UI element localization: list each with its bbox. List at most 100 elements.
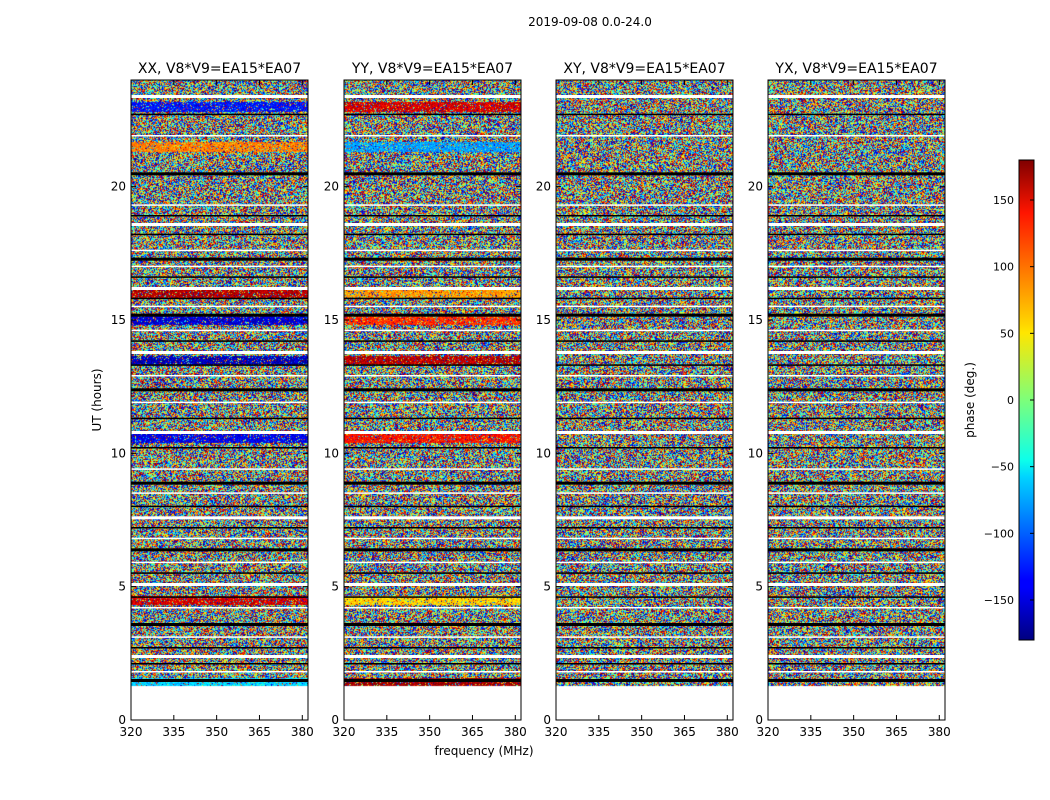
x-tick-label: 380: [928, 725, 951, 739]
flag-gap: [344, 135, 521, 137]
flag-gap: [556, 527, 733, 529]
y-tick-label: 10: [748, 446, 763, 460]
x-tick-label: 350: [630, 725, 653, 739]
phase-image: [768, 80, 945, 720]
flag-gap: [768, 351, 945, 354]
flag-gap: [344, 265, 521, 268]
flag-gap: [344, 431, 521, 434]
flag-gap: [556, 548, 733, 552]
flag-gap: [556, 636, 733, 638]
x-tick-label: 335: [587, 725, 610, 739]
flag-gap: [344, 537, 521, 540]
flag-gap: [556, 596, 733, 598]
flag-gap: [344, 636, 521, 638]
panel-frame: [130, 79, 309, 721]
flag-gap: [768, 297, 945, 300]
flag-gap: [344, 468, 521, 470]
flag-gap: [556, 516, 733, 520]
flag-gap: [344, 276, 521, 278]
panel-4: YX, V8*V9=EA15*EA07 320 335 350 365 380 0 5 10 15…: [748, 61, 951, 739]
flag-gap: [131, 297, 308, 300]
flag-gap: [768, 481, 945, 485]
panel-2: YY, V8*V9=EA15*EA07 320 335 350 365 380 0 5 10 15…: [324, 61, 527, 739]
flag-gap: [768, 492, 945, 494]
flag-gap: [768, 113, 945, 116]
flag-gap: [131, 447, 308, 449]
flag-gap: [556, 647, 733, 649]
colorbar-label: phase (deg.): [963, 362, 977, 438]
flag-gap: [344, 655, 521, 658]
flag-gap: [344, 623, 521, 626]
flag-gap: [344, 679, 521, 682]
flag-gap: [768, 623, 945, 626]
flag-gap: [556, 537, 733, 540]
x-tick-label: 320: [757, 725, 780, 739]
flag-gap: [344, 492, 521, 494]
flag-gap: [768, 468, 945, 470]
panel-title: YX, V8*V9=EA15*EA07: [774, 61, 937, 77]
flag-gap: [131, 655, 308, 658]
flag-gap: [344, 313, 521, 317]
flag-gap: [556, 340, 733, 342]
flag-gap: [344, 401, 521, 404]
flag-gap: [556, 447, 733, 449]
flag-gap: [344, 340, 521, 342]
flag-gap: [131, 671, 308, 673]
flag-gap: [131, 492, 308, 494]
flag-gap: [131, 481, 308, 485]
colorbar-tick-label: 50: [1000, 327, 1014, 340]
flag-gap: [556, 276, 733, 278]
flag-gap: [556, 265, 733, 268]
flag-gap: [556, 663, 733, 665]
flag-gap: [556, 233, 733, 236]
flag-gap: [131, 431, 308, 434]
flag-gap: [344, 297, 521, 300]
flag-gap: [131, 223, 308, 226]
flag-gap: [556, 679, 733, 682]
flag-gap: [556, 505, 733, 508]
flag-gap: [768, 537, 945, 540]
flag-gap: [344, 375, 521, 377]
flag-gap: [556, 375, 733, 377]
y-tick-label: 15: [111, 313, 126, 327]
flag-gap: [344, 647, 521, 649]
flag-gap: [344, 671, 521, 673]
flag-gap: [768, 257, 945, 261]
flag-gap: [768, 527, 945, 529]
y-tick-label: 10: [324, 446, 339, 460]
flag-gap: [768, 265, 945, 268]
phase-image: [344, 80, 521, 720]
flag-gap: [768, 401, 945, 404]
flag-gap: [768, 607, 945, 609]
flag-gap: [556, 95, 733, 98]
flag-gap: [556, 223, 733, 226]
figure-suptitle: 2019-09-08 0.0-24.0: [528, 15, 652, 29]
flag-gap: [556, 671, 733, 673]
flag-gap: [768, 671, 945, 673]
flag-gap: [344, 329, 521, 332]
flag-gap: [556, 204, 733, 206]
flag-gap: [131, 516, 308, 520]
panel-title: XX, V8*V9=EA15*EA07: [138, 61, 301, 77]
flag-gap: [344, 351, 521, 354]
flag-gap: [768, 655, 945, 658]
flag-gap: [768, 172, 945, 176]
flag-gap: [131, 340, 308, 342]
flag-gap: [131, 505, 308, 508]
panel-3: XY, V8*V9=EA15*EA07 320 335 350 365 380 0 5 10 15…: [536, 61, 739, 739]
colorbar-tick-label: 150: [993, 194, 1014, 207]
flag-gap: [768, 431, 945, 434]
flag-gap: [768, 561, 945, 564]
flag-gap: [131, 572, 308, 574]
panel-frame: [767, 79, 946, 721]
flag-gap: [131, 388, 308, 392]
panel-title: XY, V8*V9=EA15*EA07: [563, 61, 725, 77]
flag-gap: [556, 417, 733, 420]
flag-gap: [768, 305, 945, 308]
flag-gap: [344, 95, 521, 98]
flag-gap: [131, 265, 308, 268]
flag-gap: [556, 329, 733, 332]
flag-gap: [344, 364, 521, 366]
flag-gap: [344, 172, 521, 176]
flag-gap: [344, 215, 521, 217]
